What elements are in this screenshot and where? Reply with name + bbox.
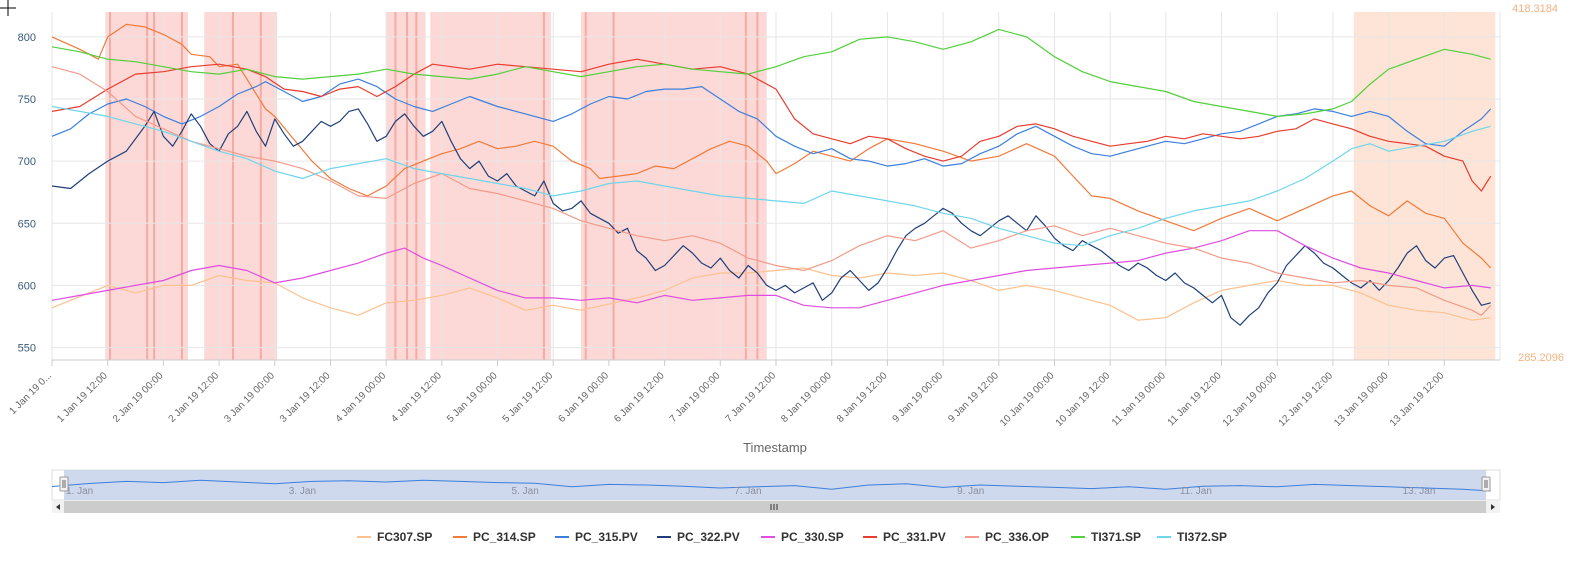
navigator[interactable]: 1. Jan 3. Jan 5. Jan 7. Jan 9. Jan 11. Jan 13.… (51, 469, 1501, 513)
x-axis: 1 Jan 19 0... 1 Jan 19 12:00 2 Jan 19 00:0… (7, 360, 1447, 429)
legend-item-PC_330.SP[interactable]: PC_330.SP (761, 530, 844, 544)
navigator-selection (64, 470, 1486, 500)
series-line-TI371.SP (51, 28, 1491, 117)
series-line-PC_336.OP (51, 66, 1492, 316)
navigator-left-handle[interactable] (59, 476, 69, 492)
x-tick-label: 2 Jan 19 00:00 (111, 370, 166, 425)
legend-label: PC_322.PV (677, 530, 740, 544)
x-tick-label: 2 Jan 19 12:00 (167, 370, 222, 425)
series-line-PC_330.SP (51, 230, 1491, 309)
series-line-PC_331.PV (51, 58, 1492, 192)
grid-lines (51, 12, 1501, 361)
x-tick-label: 7 Jan 19 00:00 (668, 370, 723, 425)
x-tick-label: 12 Jan 19 00:00 (1221, 370, 1280, 429)
navigator-date-label: 13. Jan (1403, 486, 1436, 497)
x-tick-label: 6 Jan 19 00:00 (556, 370, 611, 425)
series-line-PC_314.SP (51, 23, 1492, 269)
x-tick-label: 13 Jan 19 00:00 (1332, 370, 1391, 429)
legend-label: PC_331.PV (883, 530, 946, 544)
scroll-left-arrow-icon[interactable] (56, 504, 60, 510)
crosshair-cursor-icon (0, 0, 16, 16)
legend-item-TI371.SP[interactable]: TI371.SP (1071, 530, 1141, 544)
highlight-bands (105, 12, 1496, 360)
warning-band (1353, 12, 1496, 360)
y-tick-label: 550 (18, 343, 36, 355)
y-tick-label: 650 (18, 218, 36, 230)
navigator-date-label: 7. Jan (734, 486, 761, 497)
scrollbar-thumb[interactable] (64, 501, 1486, 513)
legend-item-FC307.SP[interactable]: FC307.SP (357, 530, 432, 544)
legend-item-PC_336.OP[interactable]: PC_336.OP (965, 530, 1049, 544)
y-tick-label: 600 (18, 280, 36, 292)
legend-label: PC_330.SP (781, 530, 844, 544)
navigator-right-handle[interactable] (1481, 476, 1491, 492)
x-tick-label: 7 Jan 19 12:00 (724, 370, 779, 425)
legend-item-TI372.SP[interactable]: TI372.SP (1157, 530, 1227, 544)
legend-label: PC_315.PV (575, 530, 638, 544)
legend-item-PC_315.PV[interactable]: PC_315.PV (555, 530, 638, 544)
x-tick-label: 6 Jan 19 12:00 (612, 370, 667, 425)
series-line-TI372.SP (51, 105, 1491, 247)
alarm-band-4 (581, 12, 767, 360)
legend-label: TI371.SP (1091, 530, 1141, 544)
y-axis-ticks: 550 600 650 700 750 800 (18, 32, 36, 355)
x-tick-label: 5 Jan 19 00:00 (445, 370, 500, 425)
x-tick-label: 9 Jan 19 12:00 (946, 370, 1001, 425)
legend-label: PC_336.OP (985, 530, 1049, 544)
navigator-series-line (51, 479, 1491, 492)
navigator-date-label: 9. Jan (957, 486, 984, 497)
legend-item-PC_331.PV[interactable]: PC_331.PV (863, 530, 946, 544)
legend-label: PC_314.SP (473, 530, 536, 544)
legend-label: TI372.SP (1177, 530, 1227, 544)
series-lines (51, 23, 1492, 326)
legend-item-PC_314.SP[interactable]: PC_314.SP (453, 530, 536, 544)
x-tick-label: 4 Jan 19 12:00 (389, 370, 444, 425)
x-tick-label: 1 Jan 19 12:00 (55, 370, 110, 425)
series-line-PC_322.PV (51, 108, 1491, 326)
x-tick-label: 8 Jan 19 12:00 (835, 370, 890, 425)
x-tick-label: 4 Jan 19 00:00 (334, 370, 389, 425)
navigator-date-label: 1. Jan (66, 486, 93, 497)
x-tick-label: 3 Jan 19 12:00 (278, 370, 333, 425)
x-tick-label: 10 Jan 19 00:00 (998, 370, 1057, 429)
x-tick-label: 11 Jan 19 12:00 (1166, 370, 1224, 428)
x-tick-label: 10 Jan 19 12:00 (1054, 370, 1113, 429)
scroll-right-arrow-icon[interactable] (1491, 504, 1495, 510)
right-axis-bottom-label: 285.2096 (1518, 352, 1564, 364)
series-line-PC_315.PV (51, 78, 1492, 167)
navigator-date-label: 11. Jan (1180, 486, 1212, 497)
x-tick-label: 11 Jan 19 00:00 (1110, 370, 1168, 428)
navigator-date-label: 3. Jan (289, 486, 316, 497)
y-tick-label: 800 (18, 32, 36, 44)
y-tick-label: 750 (18, 94, 36, 106)
legend-item-PC_322.PV[interactable]: PC_322.PV (657, 530, 740, 544)
x-tick-label: 1 Jan 19 0... (7, 370, 54, 417)
x-tick-label: 9 Jan 19 00:00 (891, 370, 946, 425)
x-tick-label: 3 Jan 19 00:00 (222, 370, 277, 425)
x-axis-title: Timestamp (743, 440, 807, 455)
x-tick-label: 13 Jan 19 12:00 (1388, 370, 1447, 429)
series-line-FC307.SP (51, 267, 1491, 321)
y-tick-label: 700 (18, 156, 36, 168)
right-axis-top-label: 418.3184 (1512, 3, 1558, 15)
x-tick-label: 8 Jan 19 00:00 (779, 370, 834, 425)
x-tick-label: 12 Jan 19 12:00 (1277, 370, 1336, 429)
legend-label: FC307.SP (377, 530, 432, 544)
legend: FC307.SP PC_314.SP PC_315.PV PC_322.PV PC_33… (357, 530, 1227, 544)
alarm-band-2 (386, 12, 426, 360)
x-tick-label: 5 Jan 19 12:00 (501, 370, 556, 425)
navigator-date-label: 5. Jan (512, 486, 539, 497)
alarm-band-3 (430, 12, 551, 360)
